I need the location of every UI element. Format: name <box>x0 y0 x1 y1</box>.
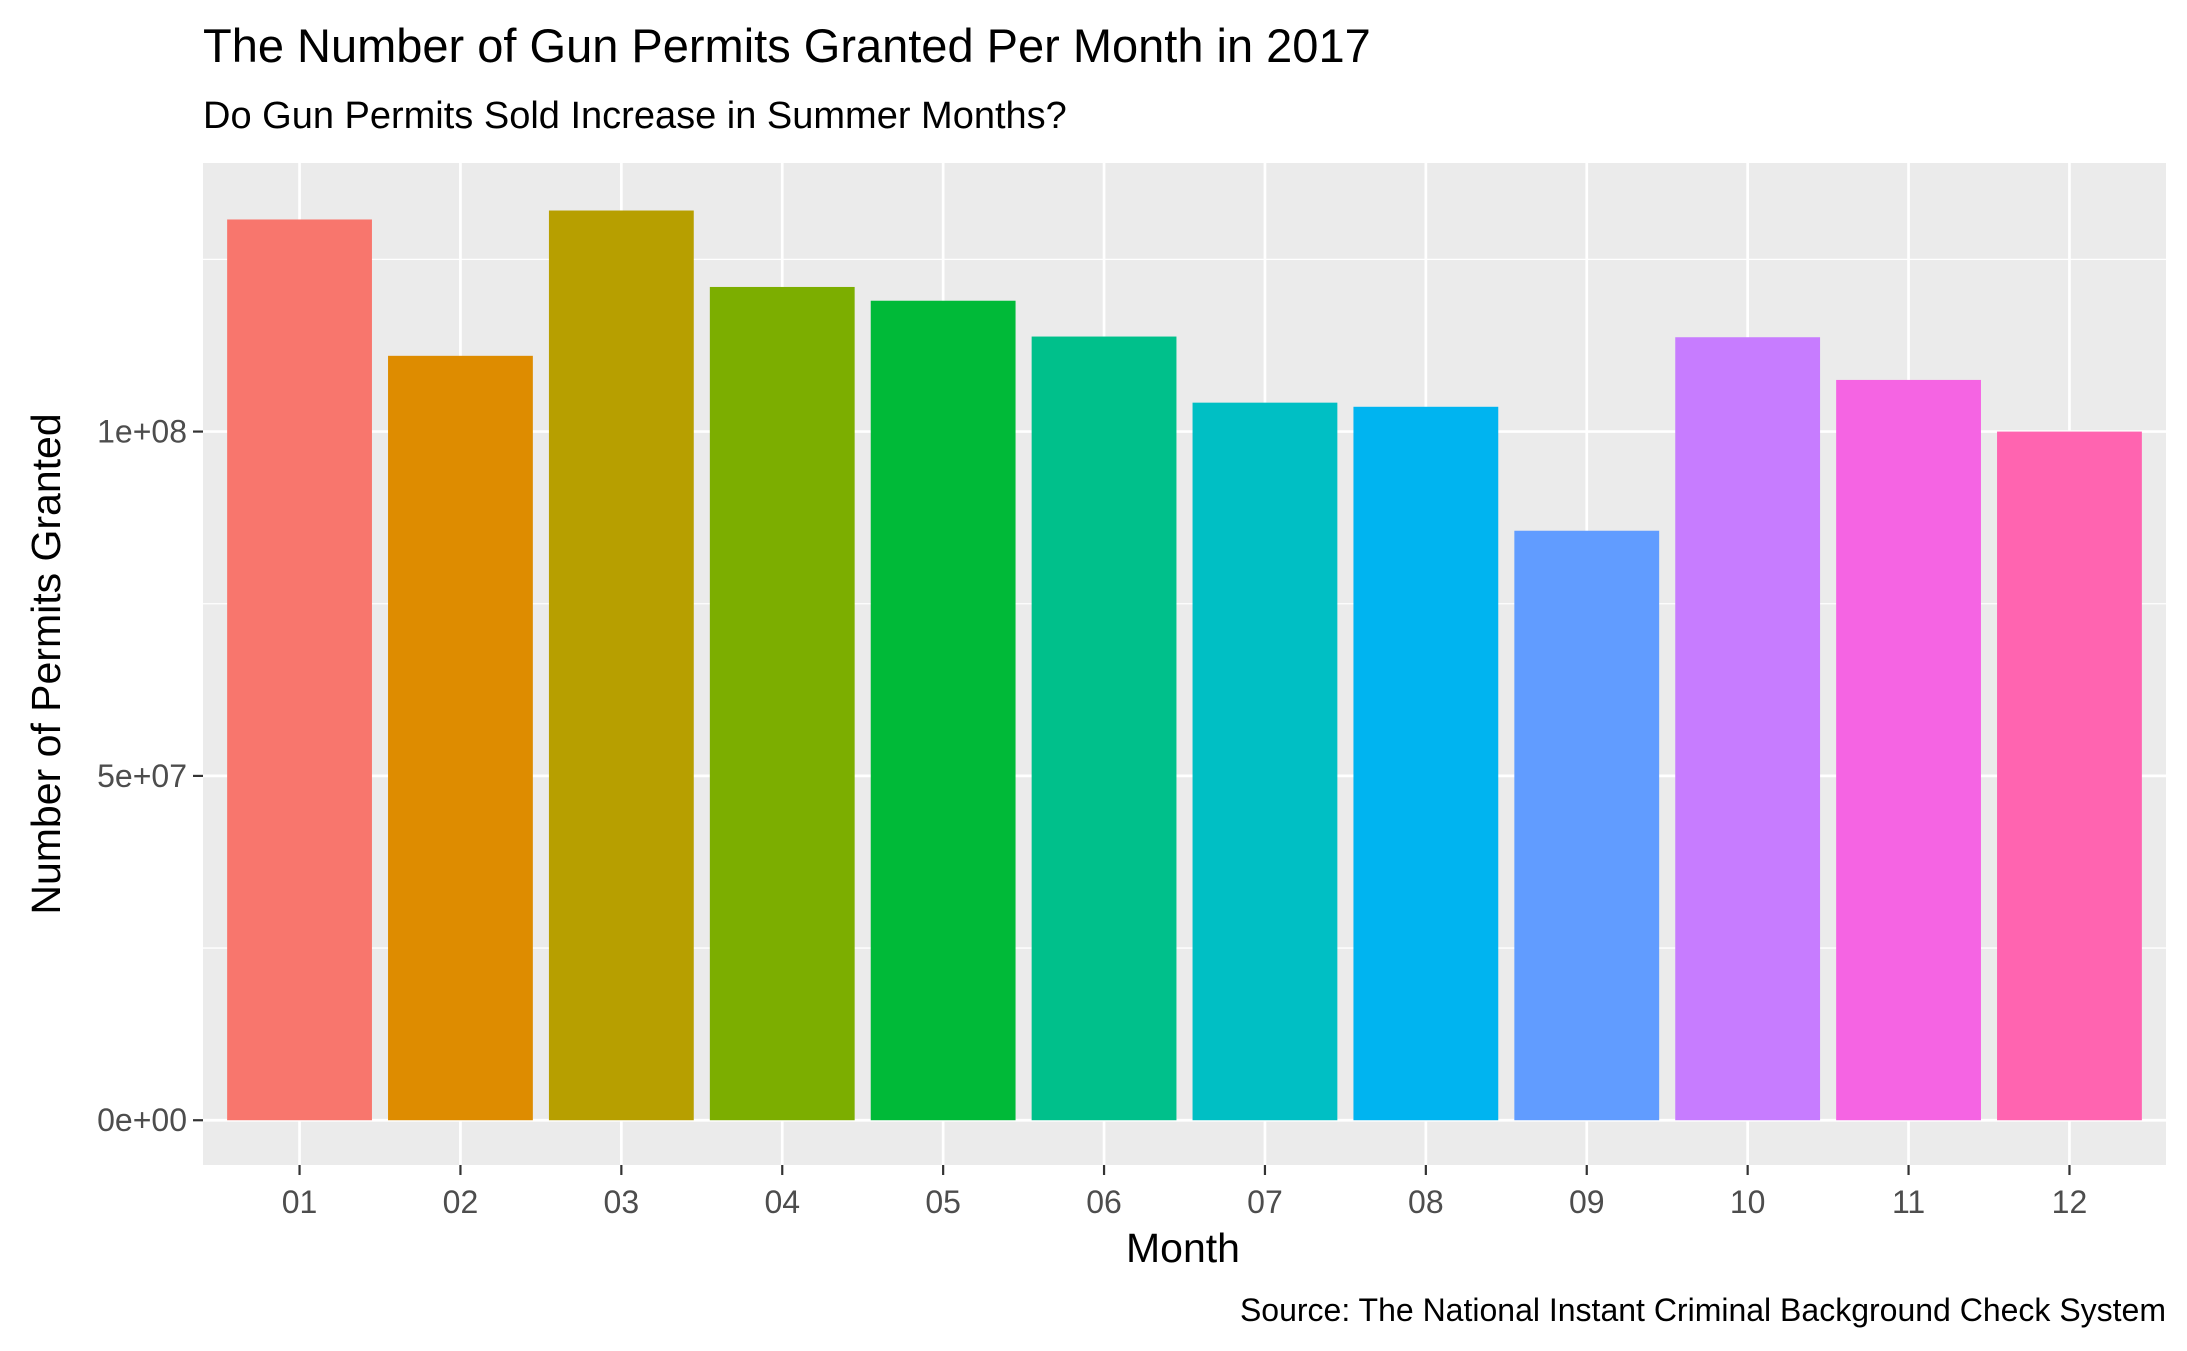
x-tick-label: 11 <box>1892 1184 1925 1220</box>
bar-07 <box>1192 402 1338 1121</box>
x-tick-label: 10 <box>1730 1184 1766 1220</box>
bars <box>227 210 2142 1121</box>
y-axis-title: Number of Permits Granted <box>23 413 69 914</box>
x-tick-label: 01 <box>282 1184 318 1220</box>
x-tick-label: 05 <box>925 1184 961 1220</box>
bar-11 <box>1836 379 1981 1121</box>
y-axis: 0e+00 5e+07 1e+08 <box>97 414 203 1138</box>
x-tick-label: 06 <box>1086 1184 1122 1220</box>
x-axis-title: Month <box>1126 1225 1240 1271</box>
bar-03 <box>548 210 694 1121</box>
bar-08 <box>1353 406 1499 1121</box>
x-tick-label: 02 <box>443 1184 479 1220</box>
x-tick-label: 12 <box>2052 1184 2088 1220</box>
chart-title: The Number of Gun Permits Granted Per Mo… <box>203 19 1371 72</box>
bar-12 <box>1997 431 2142 1121</box>
source-caption: Source: The National Instant Criminal Ba… <box>1240 1292 2166 1328</box>
bar-04 <box>709 286 855 1121</box>
x-tick-label: 03 <box>604 1184 640 1220</box>
x-tick-label: 09 <box>1569 1184 1605 1220</box>
bar-10 <box>1675 337 1821 1121</box>
x-tick-label: 08 <box>1408 1184 1444 1220</box>
y-tick-label: 1e+08 <box>97 414 187 450</box>
x-tick-label: 07 <box>1247 1184 1283 1220</box>
y-tick-label: 5e+07 <box>97 758 187 794</box>
bar-05 <box>870 300 1016 1121</box>
bar-06 <box>1031 336 1177 1121</box>
y-tick-label: 0e+00 <box>97 1102 187 1138</box>
bar-01 <box>227 219 372 1121</box>
x-tick-label: 04 <box>764 1184 800 1220</box>
bar-09 <box>1514 530 1660 1121</box>
chart-subtitle: Do Gun Permits Sold Increase in Summer M… <box>203 95 1067 137</box>
x-axis: 01 02 03 04 05 06 07 08 09 10 11 12 <box>282 1165 2088 1220</box>
bar-02 <box>388 355 533 1121</box>
